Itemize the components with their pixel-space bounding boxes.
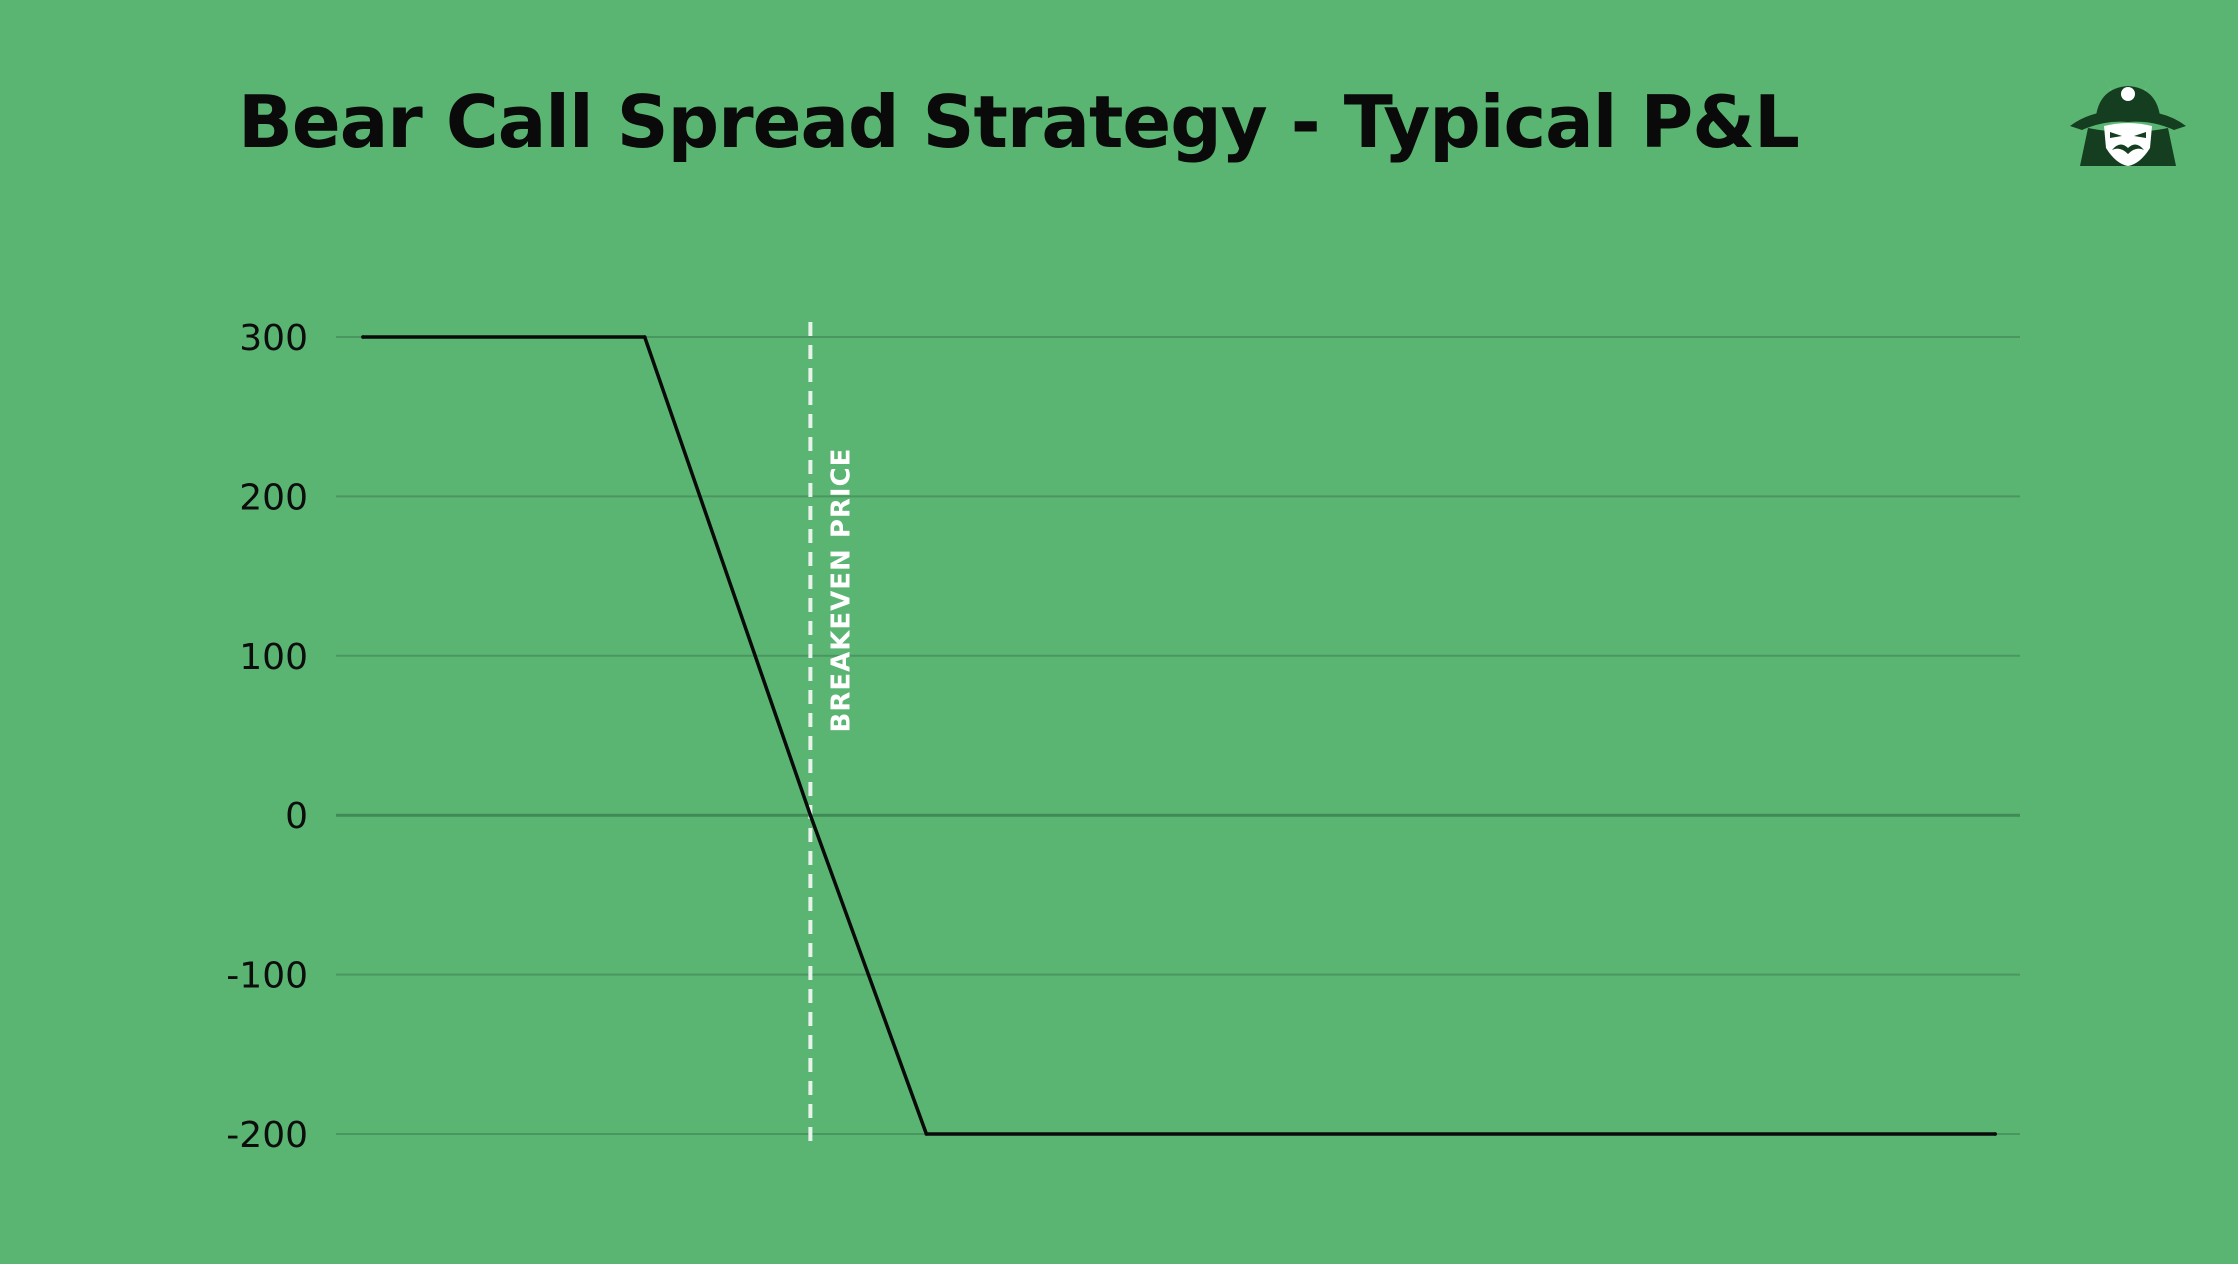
pnl-line bbox=[361, 335, 1997, 1136]
pnl-series bbox=[361, 335, 1997, 1136]
y-tick-label: 0 bbox=[285, 796, 308, 837]
y-tick-label: -200 bbox=[226, 1115, 308, 1156]
y-tick-label: 100 bbox=[239, 637, 308, 678]
y-tick-label: -100 bbox=[226, 956, 308, 997]
grid-lines bbox=[336, 336, 2020, 1135]
y-tick-label: 300 bbox=[239, 318, 308, 359]
breakeven-annotation: BREAKEVEN PRICE bbox=[808, 322, 856, 1150]
pnl-point bbox=[924, 1132, 929, 1136]
pnl-point bbox=[1993, 1132, 1997, 1136]
breakeven-label: BREAKEVEN PRICE bbox=[826, 448, 856, 733]
chart-title: Bear Call Spread Strategy - Typical P&L bbox=[238, 80, 1800, 164]
pnl-point bbox=[808, 813, 813, 817]
y-tick-label: 200 bbox=[239, 477, 308, 518]
samurai-helmet-icon bbox=[2070, 78, 2186, 166]
pnl-point bbox=[642, 335, 647, 339]
y-axis-tick-labels: 300 200 100 0 -100 -200 bbox=[226, 318, 308, 1156]
pnl-point bbox=[361, 335, 365, 339]
